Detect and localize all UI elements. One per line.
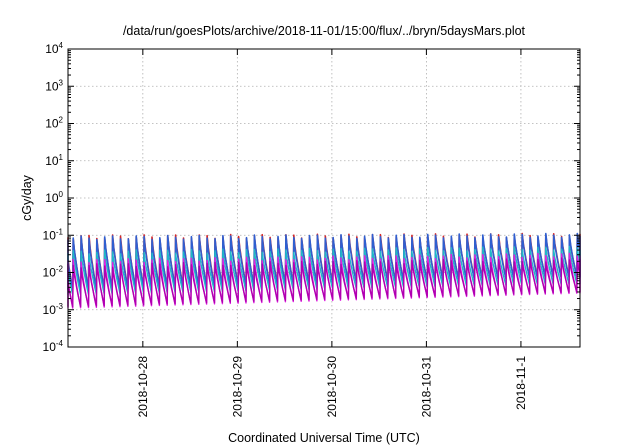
y-axis-label: cGy/day bbox=[20, 174, 34, 221]
chart-title: /data/run/goesPlots/archive/2018-11-01/1… bbox=[123, 24, 526, 38]
y-tick-label: 10-3 bbox=[43, 302, 64, 317]
y-tick-label: 10-2 bbox=[43, 265, 64, 280]
grid bbox=[68, 48, 580, 348]
ticks: 10-4 10-3 10-2 10-1 100 101 102 103 104 2018-10-2… bbox=[43, 41, 580, 417]
y-tick-label: 10-1 bbox=[43, 227, 64, 242]
x-axis-label: Coordinated Universal Time (UTC) bbox=[228, 431, 420, 445]
series-line-5 bbox=[67, 257, 581, 308]
x-tick-label: 2018-10-30 bbox=[325, 356, 339, 418]
y-tick-label: 101 bbox=[45, 153, 63, 168]
x-tick-label: 2018-11-1 bbox=[514, 356, 528, 410]
y-tick-label: 10-4 bbox=[43, 339, 64, 354]
y-tick-label: 102 bbox=[45, 116, 63, 131]
x-tick-label: 2018-10-31 bbox=[419, 356, 433, 418]
x-tick-label: 2018-10-28 bbox=[136, 356, 150, 418]
y-tick-label: 104 bbox=[45, 41, 63, 56]
y-tick-label: 100 bbox=[45, 190, 63, 205]
y-tick-label: 103 bbox=[45, 78, 63, 93]
series-group bbox=[67, 232, 581, 309]
x-tick-label: 2018-10-29 bbox=[230, 356, 244, 418]
plot-frame bbox=[67, 48, 581, 348]
